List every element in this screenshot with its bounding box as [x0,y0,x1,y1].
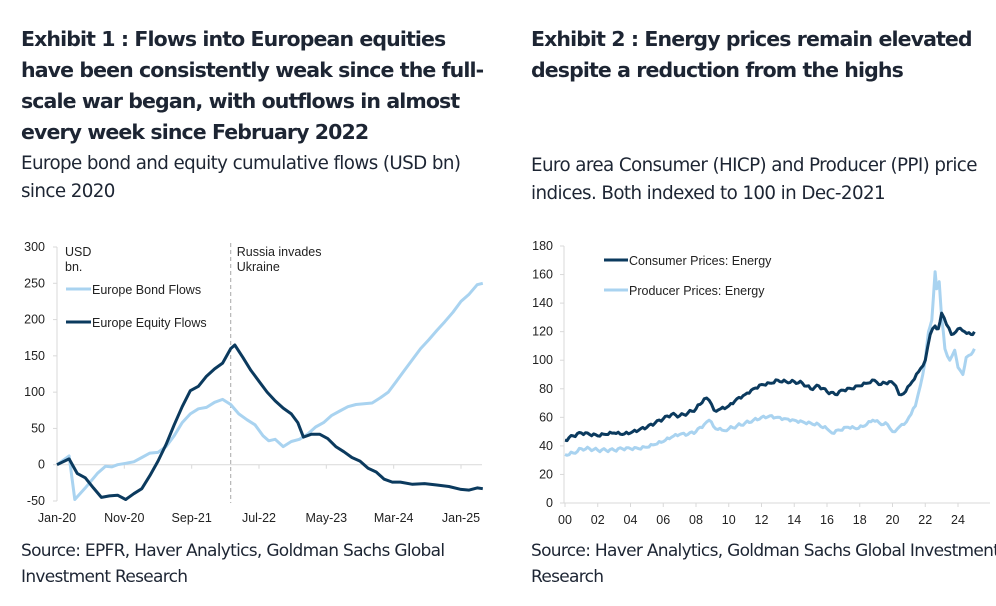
exhibit-2-source: Source: Haver Analytics, Goldman Sachs G… [531,541,996,587]
y-tick-label: 80 [539,382,553,396]
y-tick-label: 20 [539,467,553,481]
y-tick-label: 300 [24,240,45,254]
x-tick-label: Jan-25 [442,511,480,525]
y-tick-label: 100 [24,385,45,399]
exhibit-1-title: Exhibit 1 : Flows into European equities… [21,27,484,144]
x-tick-label: 00 [558,513,572,527]
x-tick-label: 06 [656,513,670,527]
exhibit-1-subtitle: Europe bond and equity cumulative flows … [21,153,461,202]
exhibit-2-title: Exhibit 2 : Energy prices remain elevate… [531,27,973,82]
exhibit-2-subtitle: Euro area Consumer (HICP) and Producer (… [531,155,978,204]
exhibit-2-panel: Exhibit 2 : Energy prices remain elevate… [531,0,996,606]
invasion-label-line2: Ukraine [237,260,280,274]
y-tick-label: 0 [38,458,45,472]
unit-label-line2: bn. [65,260,82,274]
producer-prices-line [564,270,976,457]
x-tick-label: Jul-22 [242,511,276,525]
y-tick-label: 100 [532,353,553,367]
y-tick-label: 180 [532,239,553,253]
exhibit-2-legend: Consumer Prices: Energy Producer Prices:… [604,254,772,298]
equity-flows-line [56,343,484,501]
x-tick-label: 02 [591,513,605,527]
x-tick-label: Sep-21 [172,511,212,525]
y-tick-label: 250 [24,276,45,290]
x-tick-label: 14 [787,513,801,527]
x-tick-label: 18 [853,513,867,527]
exhibit-2-axes: 0 20 40 60 80 100 120 140 160 180 00 02 04 06 08 10 12 14… [532,239,990,527]
x-tick-label: 22 [918,513,932,527]
legend-label-consumer-prices: Consumer Prices: Energy [629,254,772,268]
x-tick-label: 12 [755,513,769,527]
y-tick-label: 50 [31,421,45,435]
exhibit-1-chart: -50 0 50 100 150 200 250 300 Jan-20 Nov-20 Sep-21 J… [24,240,484,525]
x-tick-label: Jan-20 [38,511,76,525]
x-tick-label: May-23 [305,511,347,525]
legend-label-bond-flows: Europe Bond Flows [92,283,201,297]
x-tick-label: 08 [689,513,703,527]
exhibit-1-legend: USD bn. Europe Bond Flows Europe Equity … [65,245,207,330]
x-tick-label: 16 [820,513,834,527]
x-tick-label: 24 [951,513,965,527]
y-tick-label: 120 [532,325,553,339]
exhibit-1-series [56,281,484,501]
invasion-annotation: Russia invades Ukraine [230,243,322,503]
exhibit-1-axes: -50 0 50 100 150 200 250 300 Jan-20 Nov-20 Sep-21 J… [24,240,482,525]
y-tick-label: 200 [24,313,45,327]
exhibit-2-chart: 0 20 40 60 80 100 120 140 160 180 00 02 04 06 08 10 12 14… [532,239,990,527]
exhibit-2-series [564,270,976,457]
y-tick-label: -50 [27,494,45,508]
x-tick-label: 20 [886,513,900,527]
y-tick-label: 40 [539,439,553,453]
exhibit-1-source: Source: EPFR, Haver Analytics, Goldman S… [21,541,445,587]
y-tick-label: 150 [24,349,45,363]
y-tick-label: 0 [546,496,553,510]
y-tick-label: 140 [532,296,553,310]
consumer-prices-line [564,311,976,443]
x-tick-label: Mar-24 [374,511,414,525]
exhibit-1-panel: Exhibit 1 : Flows into European equities… [21,0,501,606]
invasion-label-line1: Russia invades [237,245,322,259]
y-tick-label: 60 [539,410,553,424]
x-tick-label: Nov-20 [104,511,144,525]
unit-label-line1: USD [65,245,91,259]
y-tick-label: 160 [532,268,553,282]
legend-label-equity-flows: Europe Equity Flows [92,316,207,330]
x-tick-label: 10 [722,513,736,527]
legend-label-producer-prices: Producer Prices: Energy [629,284,765,298]
bond-flows-line [56,281,484,501]
x-tick-label: 04 [624,513,638,527]
